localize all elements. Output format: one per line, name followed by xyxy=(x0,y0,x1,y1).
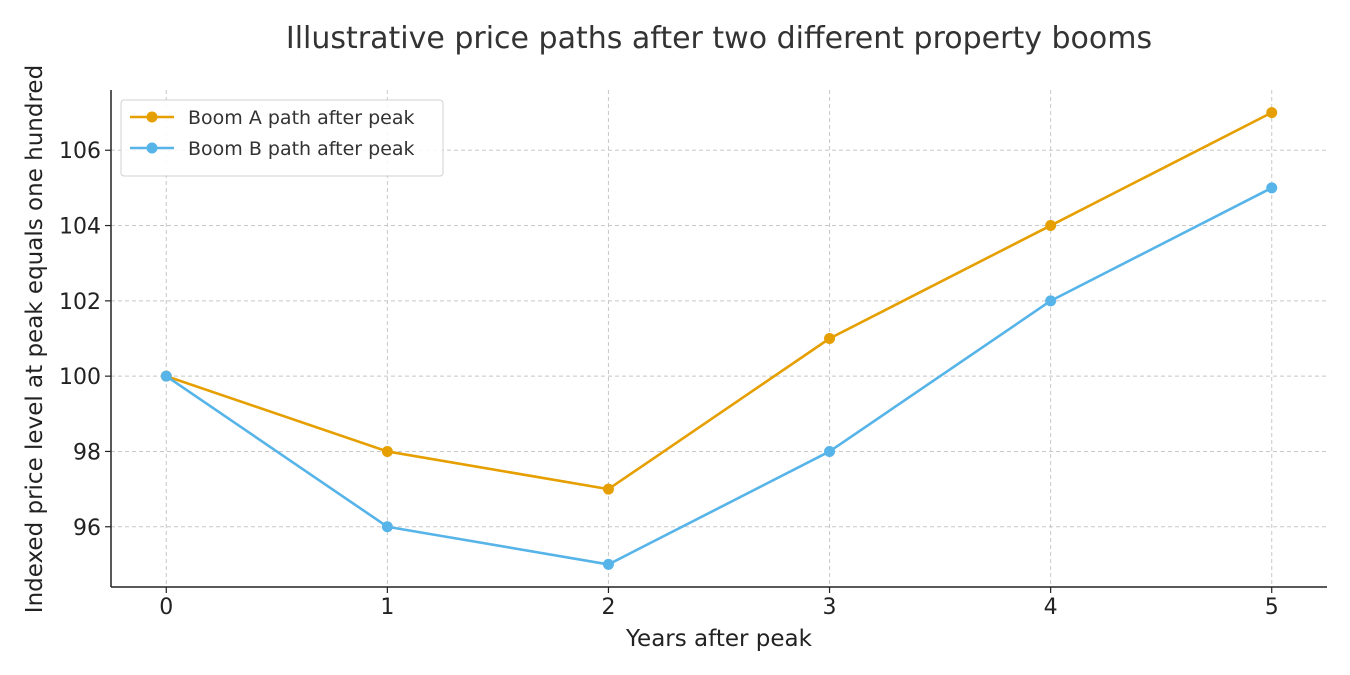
y-axis-label: Indexed price level at peak equals one h… xyxy=(22,65,48,613)
x-axis-label: Years after peak xyxy=(625,626,813,652)
legend-swatch-marker xyxy=(146,111,158,123)
data-point xyxy=(160,370,172,382)
y-tick-label: 104 xyxy=(59,215,101,240)
y-tick-label: 98 xyxy=(73,440,101,465)
series-line xyxy=(165,186,1273,566)
data-point xyxy=(824,333,836,344)
legend-label: Boom A path after peak xyxy=(188,107,415,129)
data-point xyxy=(824,445,836,457)
data-point xyxy=(1266,107,1278,119)
axes xyxy=(110,90,1327,588)
legend-entry: Boom A path after peak xyxy=(130,107,415,129)
data-point xyxy=(381,445,393,457)
x-tick-label: 5 xyxy=(1265,595,1279,620)
data-point xyxy=(1045,295,1057,307)
series-layer xyxy=(160,107,1278,570)
y-tick-label: 100 xyxy=(59,365,101,390)
x-tick-label: 3 xyxy=(823,595,837,620)
data-point xyxy=(381,521,393,533)
data-point xyxy=(602,558,614,570)
chart-title: Illustrative price paths after two diffe… xyxy=(286,21,1152,56)
series-b xyxy=(160,182,1278,570)
legend-entry: Boom B path after peak xyxy=(130,138,415,160)
legend-swatch-marker xyxy=(146,142,158,154)
y-tick-label: 102 xyxy=(59,290,101,315)
y-tick-label: 106 xyxy=(59,139,101,164)
data-point xyxy=(1045,220,1057,232)
legend: Boom A path after peak Boom B path after … xyxy=(120,99,444,177)
series-line xyxy=(165,111,1273,491)
y-axis-ticks: 96 98 100 102 104 106 xyxy=(59,139,111,541)
y-tick-label: 96 xyxy=(73,516,101,541)
data-point xyxy=(602,483,614,495)
legend-label: Boom B path after peak xyxy=(188,138,415,160)
x-tick-label: 4 xyxy=(1044,595,1058,620)
legend-box xyxy=(120,99,444,177)
x-tick-label: 0 xyxy=(159,595,173,620)
x-tick-label: 2 xyxy=(601,595,615,620)
data-point xyxy=(1266,182,1278,194)
x-tick-label: 1 xyxy=(380,595,394,620)
x-axis-ticks: 0 1 2 3 4 5 xyxy=(159,587,1279,620)
